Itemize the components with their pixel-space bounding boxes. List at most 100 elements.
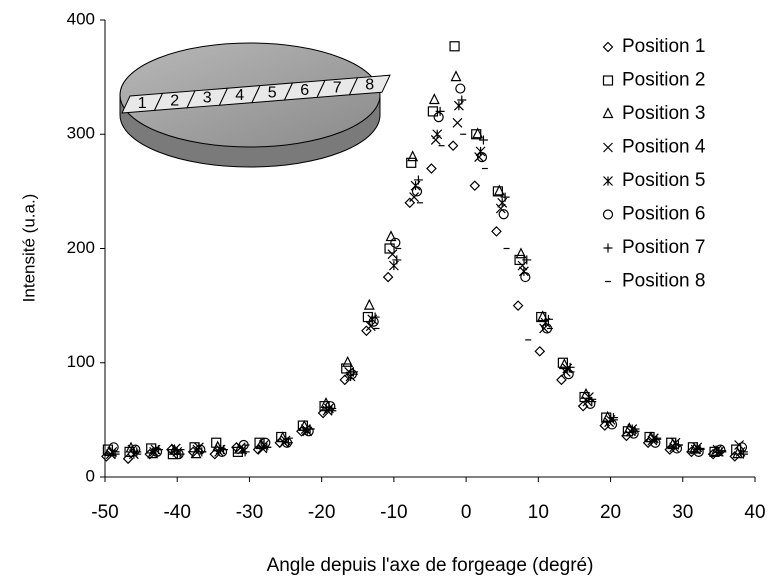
- point: [257, 443, 268, 454]
- point: [717, 447, 727, 457]
- point: [457, 95, 467, 105]
- point: [671, 443, 683, 454]
- legend-label: Position 5: [622, 170, 705, 191]
- point: [475, 146, 486, 157]
- point: [342, 355, 354, 367]
- point: [512, 300, 524, 311]
- point: [392, 255, 402, 265]
- legend-marker: [602, 41, 614, 53]
- point: [478, 135, 488, 145]
- point: [493, 184, 505, 196]
- point: [211, 437, 222, 448]
- point: [500, 192, 510, 202]
- point: [455, 83, 466, 94]
- point: [432, 129, 443, 140]
- point: [715, 444, 726, 455]
- point: [543, 314, 553, 324]
- point: [495, 203, 506, 214]
- point: [652, 434, 662, 444]
- point: [339, 374, 351, 386]
- point: [406, 157, 417, 168]
- inset-cell-label: 5: [268, 85, 277, 102]
- point: [560, 366, 571, 377]
- point: [428, 93, 440, 105]
- point: [491, 226, 502, 237]
- point: [409, 192, 420, 203]
- point: [580, 387, 592, 399]
- y-tick-label: 400: [67, 9, 95, 28]
- point: [587, 397, 597, 407]
- point: [557, 357, 568, 368]
- inset-cell-label: 4: [235, 87, 244, 104]
- point: [370, 312, 380, 322]
- point: [738, 449, 748, 459]
- point: [695, 445, 705, 455]
- x-tick-label: 30: [672, 502, 693, 523]
- legend-label: Position 8: [622, 271, 705, 292]
- point: [132, 447, 142, 457]
- x-tick-label: -20: [308, 502, 335, 523]
- point: [630, 426, 640, 436]
- legend-label: Position 4: [622, 137, 706, 158]
- point: [411, 186, 423, 197]
- x-tick-label: 10: [528, 502, 549, 523]
- y-tick-label: 300: [67, 124, 95, 143]
- inset-cells: 1 2 3 4 5 6 7 8: [121, 74, 391, 114]
- x-tick-label: 0: [461, 502, 472, 523]
- x-tick-label: -30: [236, 502, 263, 523]
- point: [240, 447, 250, 457]
- point: [348, 367, 358, 377]
- point: [472, 127, 484, 139]
- point: [433, 112, 444, 123]
- point: [426, 163, 437, 174]
- point: [283, 438, 293, 448]
- point: [469, 180, 481, 192]
- inset-cell-label: 3: [203, 90, 212, 107]
- point: [449, 41, 460, 52]
- point: [170, 443, 181, 454]
- x-tick-label: -40: [163, 502, 190, 523]
- point: [517, 260, 528, 271]
- legend-marker: [603, 243, 613, 253]
- x-tick-label: 20: [600, 502, 621, 523]
- inset-cell-label: 8: [365, 77, 374, 94]
- point: [518, 266, 529, 277]
- point: [452, 117, 463, 128]
- inset-cell: [348, 74, 391, 96]
- point: [534, 345, 546, 357]
- point: [382, 271, 394, 283]
- point: [407, 150, 419, 162]
- inset-disk: [119, 42, 381, 168]
- x-tick-label: 40: [744, 502, 765, 523]
- point: [413, 175, 423, 185]
- point: [327, 406, 337, 416]
- point: [363, 298, 375, 310]
- legend-label: Position 7: [622, 237, 705, 258]
- legend-marker: [602, 107, 614, 119]
- point: [216, 446, 228, 457]
- inset-cell-label: 1: [138, 95, 147, 112]
- point: [447, 140, 459, 152]
- point: [361, 325, 372, 337]
- y-tick-label: 100: [67, 352, 95, 371]
- legend-label: Position 6: [622, 204, 705, 225]
- legend-marker: [603, 176, 613, 186]
- y-tick-label: 0: [86, 466, 95, 485]
- point: [303, 426, 314, 437]
- legend-label: Position 2: [622, 70, 705, 91]
- legend-marker: [602, 75, 614, 86]
- point: [522, 255, 532, 265]
- inset-cell-label: 6: [300, 82, 309, 99]
- point: [435, 106, 445, 116]
- point: [384, 243, 395, 254]
- point: [608, 413, 618, 423]
- inset-cell-label: 7: [333, 79, 342, 96]
- legend-marker: [603, 142, 613, 153]
- point: [430, 135, 441, 145]
- point: [558, 358, 570, 370]
- point: [563, 369, 574, 380]
- point: [474, 152, 485, 163]
- point: [515, 247, 527, 259]
- point: [565, 362, 575, 372]
